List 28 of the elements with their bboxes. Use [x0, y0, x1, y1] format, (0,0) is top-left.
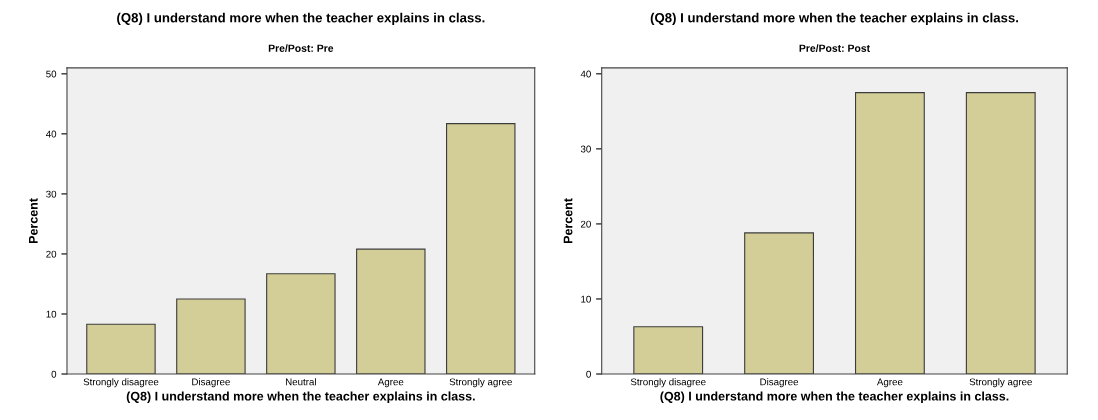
- x-tick-label: Strongly agree: [969, 378, 1032, 388]
- x-tick-label: Disagree: [192, 378, 230, 388]
- chart-subtitle: Pre/Post: Post: [799, 44, 870, 53]
- x-axis-title: (Q8) I understand more when the teacher explains in class.: [660, 391, 1009, 404]
- y-tick-label: 40: [580, 70, 591, 78]
- y-tick-label: 0: [586, 370, 591, 378]
- x-tick-label: Agree: [876, 378, 903, 388]
- y-tick-label: 0: [51, 370, 57, 378]
- x-tick-label: Agree: [377, 378, 404, 388]
- x-tick-label: Strongly disagree: [630, 378, 706, 388]
- y-tick-label: 30: [580, 145, 591, 153]
- y-tick-label: 10: [46, 310, 57, 318]
- y-tick-label: 50: [46, 70, 57, 78]
- y-tick-label: 20: [46, 250, 57, 258]
- y-tick-label: 20: [580, 220, 591, 228]
- chart-subtitle: Pre/Post: Pre: [268, 44, 334, 53]
- y-axis-title: Percent: [563, 198, 573, 244]
- y-tick-label: 10: [581, 295, 591, 303]
- y-tick-label: 40: [45, 130, 57, 138]
- y-axis-title: Percent: [29, 198, 38, 244]
- chart-title: (Q8) I understand more when the teacher explains in class.: [650, 12, 1018, 26]
- x-tick-label: Strongly disagree: [83, 378, 159, 388]
- x-tick-label: Strongly agree: [449, 378, 512, 388]
- x-axis-title: (Q8) I understand more when the teacher explains in class.: [126, 391, 475, 404]
- x-tick-label: Neutral: [285, 378, 316, 386]
- y-tick-label: 30: [46, 190, 57, 198]
- chart-title: (Q8) I understand more when the teacher explains in class.: [117, 12, 485, 26]
- x-tick-label: Disagree: [760, 378, 799, 388]
